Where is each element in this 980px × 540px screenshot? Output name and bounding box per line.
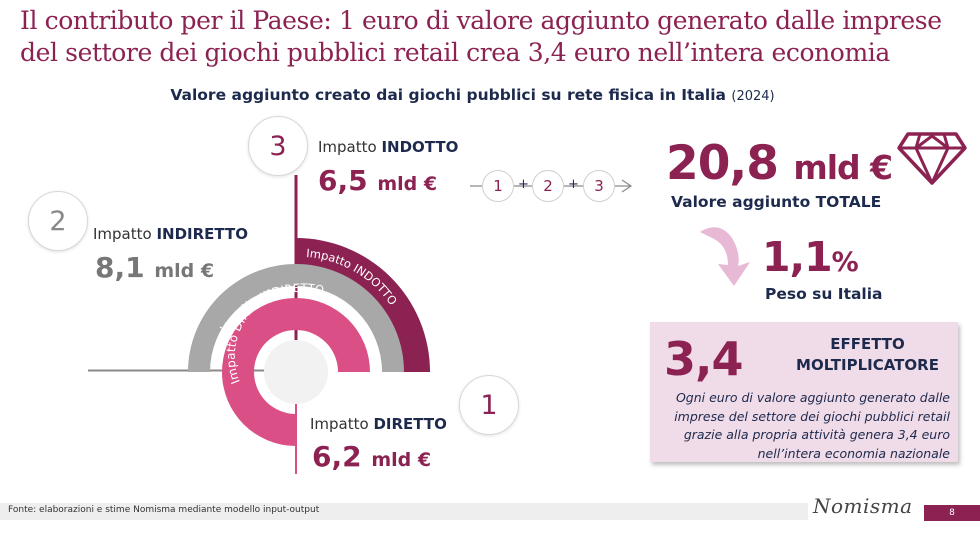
- badge-1-text: 1: [480, 389, 498, 421]
- value-indiretto-number: 8,1: [95, 251, 145, 284]
- badge-2-text: 2: [49, 205, 67, 237]
- multiplier-desc-line: nell’intera economia nazionale: [757, 445, 950, 461]
- multiplier-desc-line: Ogni euro di valore aggiunto generato da…: [675, 390, 950, 405]
- multiplier-desc-line: grazie alla propria attività genera 3,4 …: [683, 427, 950, 442]
- subtitle: Valore aggiunto creato dai giochi pubbli…: [0, 86, 945, 104]
- label-diretto-prefix: Impatto: [310, 415, 374, 433]
- nomisma-logo: Nomisma: [813, 494, 913, 518]
- subtitle-text: Valore aggiunto creato dai giochi pubbli…: [170, 86, 726, 104]
- title-line-1: Il contributo per il Paese: 1 euro di va…: [20, 6, 942, 35]
- multiplier-box: 3,4 EFFETTO MOLTIPLICATORE Ogni euro di …: [650, 322, 958, 462]
- value-indiretto: 8,1 mld €: [95, 251, 214, 284]
- center-circle: [264, 340, 328, 404]
- arc-indiretto: [188, 264, 404, 372]
- value-diretto-number: 6,2: [312, 440, 362, 473]
- value-diretto: 6,2 mld €: [312, 440, 431, 473]
- value-indotto-number: 6,5: [318, 164, 368, 197]
- label-diretto: Impatto DIRETTO: [310, 415, 447, 433]
- total-number: 20,8: [666, 136, 779, 191]
- arc-diretto: [222, 298, 370, 446]
- multiplier-desc-line: imprese del settore dei giochi pubblici …: [674, 408, 950, 424]
- total-label: Valore aggiunto TOTALE: [671, 193, 882, 211]
- number-badge-2: 2: [28, 191, 88, 251]
- diamond-icon: [897, 132, 967, 185]
- label-indotto: Impatto INDOTTO: [318, 138, 458, 156]
- curved-arrow-icon: [700, 227, 750, 286]
- sum-circle-1-text: 1: [493, 177, 503, 195]
- total-value: 20,8 mld €: [666, 136, 893, 191]
- label-indotto-name: INDOTTO: [381, 138, 459, 156]
- share-label: Peso su Italia: [765, 285, 883, 303]
- multiplier-value: 3,4: [664, 332, 743, 386]
- label-diretto-name: DIRETTO: [373, 415, 447, 433]
- value-indiretto-unit: mld €: [154, 260, 215, 282]
- label-indotto-prefix: Impatto: [318, 138, 382, 156]
- arrow-right-icon: [621, 179, 633, 193]
- multiplier-title: EFFETTO MOLTIPLICATORE: [780, 334, 955, 376]
- value-indotto-unit: mld €: [377, 173, 438, 195]
- share-number: 1,1: [762, 233, 833, 281]
- label-indiretto: Impatto INDIRETTO: [93, 225, 248, 243]
- label-indiretto-prefix: Impatto: [93, 225, 157, 243]
- sum-circle-1: 1: [482, 170, 514, 202]
- number-badge-3: 3: [248, 116, 308, 176]
- sum-plus-1: +: [518, 177, 529, 192]
- sum-circle-2-text: 2: [543, 177, 553, 195]
- title-line-2: del settore dei giochi pubblici retail c…: [20, 38, 890, 67]
- sum-circle-3: 3: [583, 170, 615, 202]
- value-diretto-unit: mld €: [371, 449, 432, 471]
- share-unit: %: [831, 247, 859, 278]
- value-indotto: 6,5 mld €: [318, 164, 437, 197]
- sum-circle-2: 2: [532, 170, 564, 202]
- badge-3-text: 3: [269, 130, 287, 162]
- page-number: 8: [924, 505, 980, 521]
- subtitle-year: (2024): [731, 89, 775, 104]
- multiplier-description: Ogni euro di valore aggiunto generato da…: [656, 389, 950, 463]
- total-unit: mld €: [793, 148, 893, 187]
- label-indiretto-name: INDIRETTO: [156, 225, 248, 243]
- share-value: 1,1%: [762, 233, 859, 281]
- sum-plus-2: +: [568, 177, 579, 192]
- number-badge-1: 1: [459, 375, 519, 435]
- footer-bar: [0, 503, 808, 520]
- sum-circle-3-text: 3: [594, 177, 604, 195]
- multiplier-title-line-2: MOLTIPLICATORE: [796, 356, 939, 374]
- multiplier-title-line-1: EFFETTO: [830, 335, 905, 353]
- footer-source: Fonte: elaborazioni e stime Nomisma medi…: [8, 505, 320, 515]
